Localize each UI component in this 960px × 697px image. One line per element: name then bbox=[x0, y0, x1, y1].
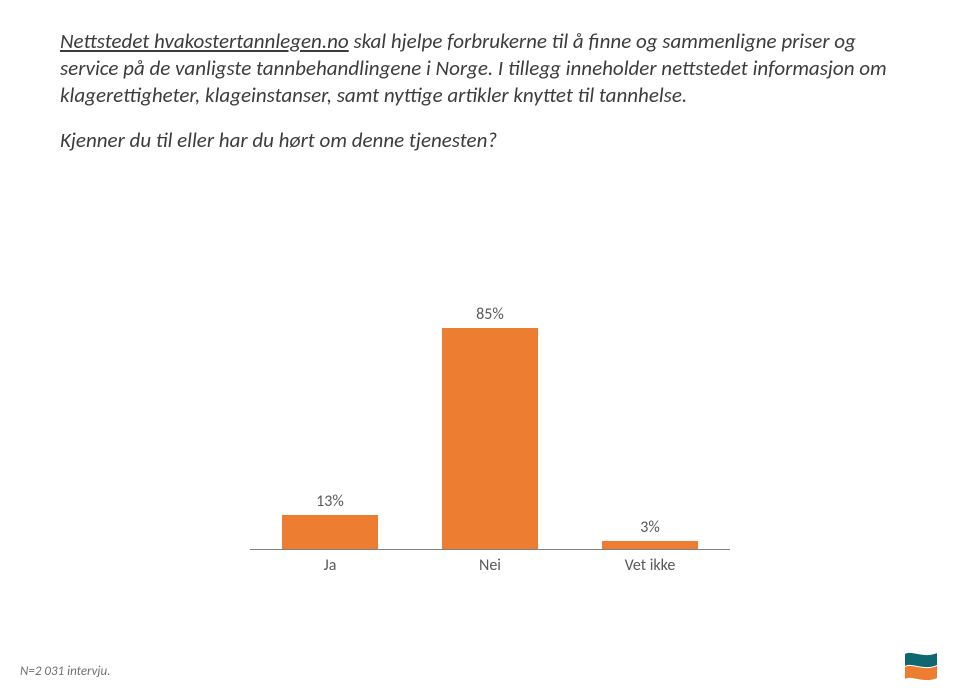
bar-group: 3% bbox=[570, 541, 730, 549]
category-label: Nei bbox=[410, 556, 570, 575]
intro-text: Nettstedet hvakostertannlegen.no skal hj… bbox=[60, 28, 900, 109]
chart-plot-area: 13%85%3% bbox=[250, 290, 730, 550]
bar-group: 85% bbox=[410, 328, 570, 549]
bar-value-label: 13% bbox=[250, 492, 410, 511]
flag-icon bbox=[904, 651, 938, 683]
brand-logo bbox=[904, 651, 938, 683]
intro-underlined: Nettstedet hvakostertannlegen.no bbox=[60, 28, 349, 54]
footnote: N=2 031 intervju. bbox=[20, 664, 111, 679]
bar-group: 13% bbox=[250, 515, 410, 549]
bar-chart: 13%85%3% JaNeiVet ikke bbox=[250, 290, 730, 590]
page: Nettstedet hvakostertannlegen.no skal hj… bbox=[0, 0, 960, 697]
category-label: Vet ikke bbox=[570, 556, 730, 575]
bar-value-label: 85% bbox=[410, 305, 570, 324]
bar-value-label: 3% bbox=[570, 518, 730, 537]
bar bbox=[442, 328, 538, 549]
bar bbox=[282, 515, 378, 549]
question-text: Kjenner du til eller har du hørt om denn… bbox=[60, 127, 900, 154]
chart-category-axis: JaNeiVet ikke bbox=[250, 550, 730, 580]
bar bbox=[602, 541, 698, 549]
category-label: Ja bbox=[250, 556, 410, 575]
